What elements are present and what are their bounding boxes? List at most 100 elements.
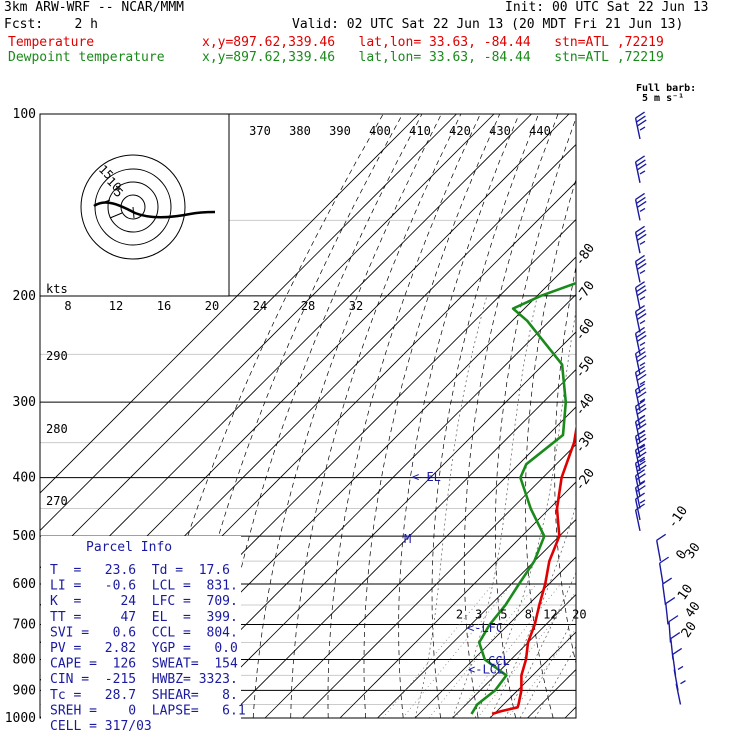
- mixing-ratio-label: 12: [543, 607, 557, 621]
- isotherm-label: 20: [679, 619, 700, 640]
- isotherm-line: [227, 368, 576, 719]
- hodograph-speed-label: 8: [64, 299, 71, 313]
- isotherm-label: -10: [665, 504, 691, 532]
- isotherm-line: [189, 331, 576, 719]
- parcel-info-row: T = 23.6 Td = 17.6: [50, 563, 230, 578]
- theta-label: 380: [289, 124, 311, 138]
- isotherm-line: [40, 114, 495, 569]
- hodograph-trace: [93, 201, 216, 219]
- mixing-ratio-line: [402, 583, 512, 719]
- temperature-profile: [491, 423, 576, 716]
- mixing-ratio-label: 2: [456, 607, 463, 621]
- mixing-ratio-line: [507, 628, 576, 719]
- parcel-info-row: TT = 47 EL = 399.: [50, 610, 238, 625]
- parcel-info-row: CAPE = 126 SWEAT= 154: [50, 657, 238, 672]
- isotherm-line: [264, 406, 576, 719]
- temperature-station-info: x,y=897.62,339.46 lat,lon= 33.63, -84.44…: [202, 35, 664, 50]
- dry-adiabat: [583, 114, 636, 718]
- wind-barb: [634, 305, 647, 333]
- level-marker-label: CCL: [488, 654, 510, 668]
- hodograph-ring: [94, 168, 172, 246]
- dry-adiabat: [290, 114, 462, 719]
- valid-time: Valid: 02 UTC Sat 22 Jun 13 (20 MDT Fri …: [292, 17, 684, 32]
- parcel-info-row: K = 24 LFC = 709.: [50, 594, 238, 609]
- level-marker-label: <-LCL: [468, 662, 504, 676]
- wind-barb: [634, 365, 647, 394]
- parcel-info-row: LI = -0.6 LCL = 831.: [50, 579, 238, 594]
- moist-adiabat: [474, 308, 576, 719]
- theta-label: 430: [489, 124, 511, 138]
- theta-label: 420: [449, 124, 471, 138]
- wind-barb: [634, 443, 647, 472]
- wind-barb: [675, 680, 686, 705]
- pressure-tick-label: 600: [13, 577, 36, 592]
- pressure-tick-label: 100: [13, 107, 36, 122]
- isotherm-line: [603, 114, 740, 718]
- wind-barb: [634, 503, 645, 532]
- wind-barb: [634, 492, 646, 521]
- mixing-ratio-label: 5: [500, 607, 507, 621]
- isotherm-line: [302, 443, 576, 719]
- wind-barb: [634, 429, 647, 458]
- full-barb-legend: Full barb:: [636, 83, 697, 94]
- dewpoint-profile: [470, 281, 576, 715]
- moist-adiabat: [519, 613, 576, 719]
- dewpoint-legend: Dewpoint temperature: [8, 50, 165, 65]
- wind-barb: [673, 665, 684, 691]
- wind-barb: [665, 596, 676, 625]
- wind-barb: [634, 111, 647, 140]
- isotherm-line: [414, 556, 576, 719]
- dry-adiabat: [712, 114, 740, 718]
- isotherm-line: [564, 706, 576, 719]
- hodograph-speed-label: 28: [301, 299, 315, 313]
- dry-adiabat: [736, 114, 740, 718]
- storm-motion-vector: [93, 199, 111, 207]
- theta-left-label: 280: [46, 422, 68, 436]
- wind-barb: [634, 225, 647, 254]
- dry-adiabat: [177, 114, 403, 719]
- pressure-tick-label: 800: [13, 652, 36, 667]
- dry-adiabat: [363, 114, 501, 719]
- pressure-tick-label: 900: [13, 683, 36, 698]
- parcel-info-row: Tc = 28.7 SHEAR= 8.: [50, 688, 238, 703]
- moist-adiabat: [489, 503, 576, 719]
- isotherm-line: [339, 481, 576, 719]
- moist-adiabat: [452, 295, 538, 719]
- parcel-info-row: CELL = 317/03: [50, 719, 152, 734]
- level-marker-label: M: [404, 532, 411, 546]
- hodograph-speed-label: 20: [205, 299, 219, 313]
- level-marker-label: <-LFC: [467, 621, 503, 635]
- isotherm-label: 40: [682, 599, 703, 620]
- plot-frame: [39, 113, 577, 719]
- wind-barb: [668, 615, 679, 643]
- parcel-info-title: Parcel Info: [86, 540, 172, 555]
- hodograph-mean-wind: [109, 206, 135, 219]
- parcel-info-row: SVI = 0.6 CCL = 804.: [50, 625, 238, 640]
- hodograph-speed-label: 12: [109, 299, 123, 313]
- hodograph-ring: [107, 181, 159, 233]
- hodograph-speed-label: 16: [157, 299, 171, 313]
- pressure-tick-label: 400: [13, 471, 36, 486]
- dry-adiabat: [398, 114, 520, 719]
- dry-adiabat: [252, 114, 442, 719]
- wind-barb: [634, 254, 647, 283]
- isotherm-line: [377, 518, 576, 719]
- wind-barb: [634, 383, 647, 411]
- pressure-tick-label: 500: [13, 529, 36, 544]
- hodograph-speed-label: 24: [253, 299, 267, 313]
- hodograph-speed-label: 32: [349, 299, 363, 313]
- parcel-info-row: SREH = 0 LAPSE= 6.1: [50, 703, 246, 718]
- wind-barb: [658, 556, 669, 585]
- init-time: Init: 00 UTC Sat 22 Jun 13: [505, 0, 709, 15]
- wind-barb: [661, 577, 673, 606]
- isotherm-line: [489, 631, 576, 719]
- dry-adiabat: [431, 114, 539, 719]
- hodograph-ring: [80, 154, 186, 260]
- moist-adiabat: [414, 295, 488, 719]
- parcel-info-panel: [41, 536, 241, 726]
- dry-adiabat: [215, 114, 423, 719]
- pressure-tick-label: 300: [13, 395, 36, 410]
- theta-label: 400: [369, 124, 391, 138]
- model-title: 3km ARW-WRF -- NCAR/MMM: [4, 0, 185, 15]
